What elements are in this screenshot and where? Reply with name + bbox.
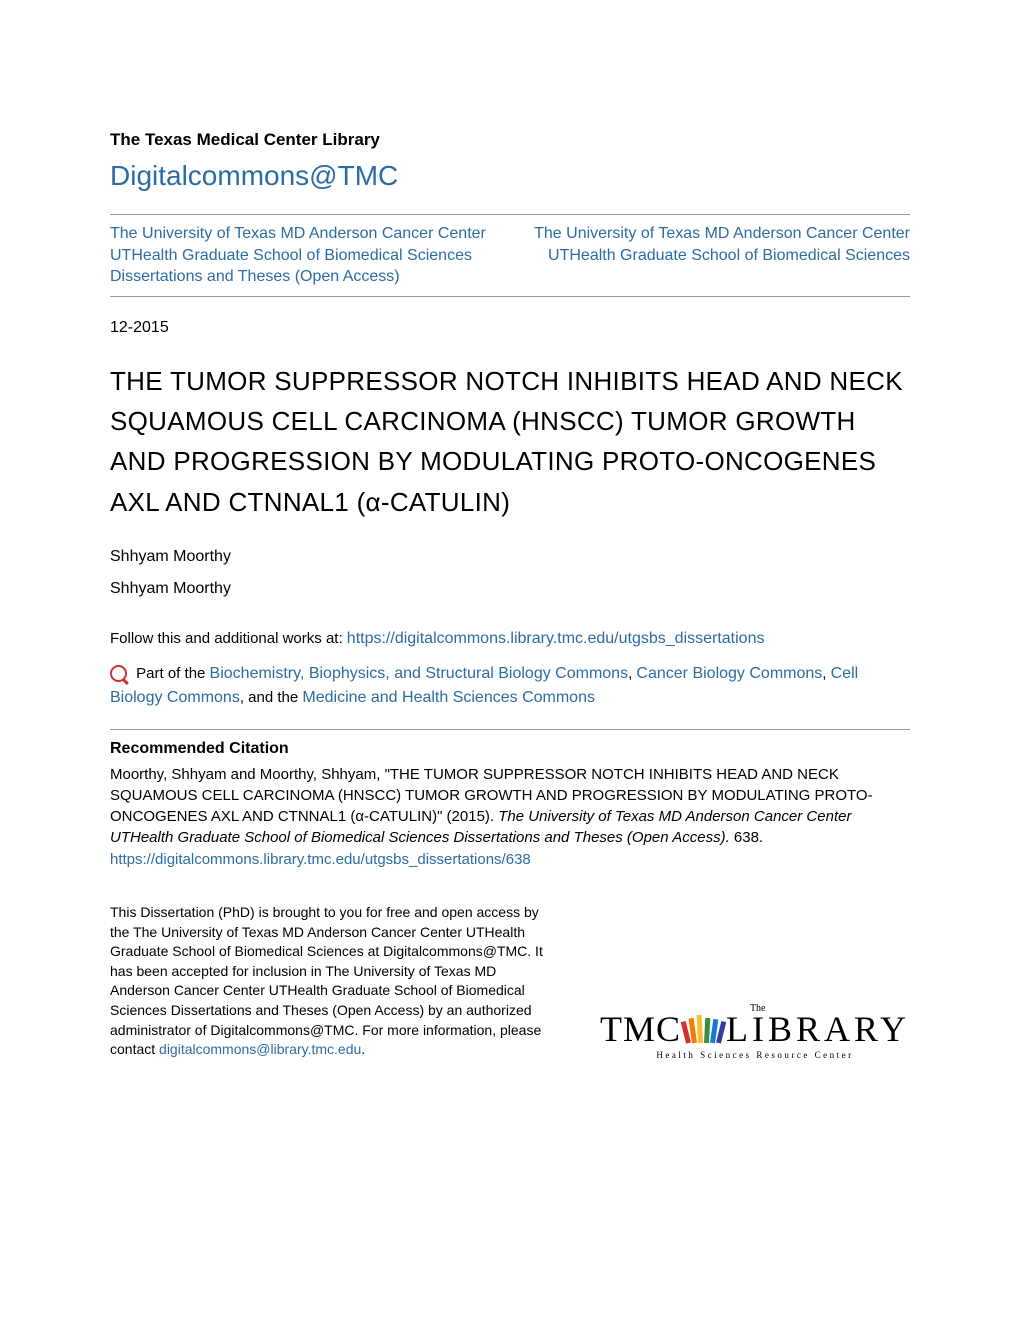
logo-tmc-text: TMC [600,1008,681,1050]
logo-books-icon [686,1015,721,1043]
follow-works: Follow this and additional works at: htt… [110,628,910,650]
commons-section: Part of the Biochemistry, Biophysics, an… [110,662,910,712]
commons-link[interactable]: Medicine and Health Sciences Commons [302,689,595,706]
commons-prefix: Part of the [132,665,210,682]
citation-url-link[interactable]: https://digitalcommons.library.tmc.edu/u… [110,851,910,868]
footer-row: This Dissertation (PhD) is brought to yo… [110,903,910,1060]
follow-prefix: Follow this and additional works at: [110,630,347,647]
logo-library-text: LIBRARY [726,1008,910,1050]
follow-url-link[interactable]: https://digitalcommons.library.tmc.edu/u… [347,630,765,647]
footer-note-part1: This Dissertation (PhD) is brought to yo… [110,904,543,1057]
logo-subtitle: Health Sciences Resource Center [656,1050,853,1060]
commons-sep: , [822,665,830,682]
citation-text: Moorthy, Shhyam and Moorthy, Shhyam, "TH… [110,764,910,848]
footer-note-part2: . [361,1041,365,1057]
author-name: Shhyam Moorthy [110,580,910,598]
commons-last-sep: , and the [240,689,303,706]
school-link[interactable]: The University of Texas MD Anderson Canc… [525,223,910,266]
publication-date: 12-2015 [110,319,910,337]
commons-link[interactable]: Cancer Biology Commons [636,665,822,682]
divider-mid [110,296,910,297]
tmc-library-logo: The TMC LIBRARY Health Sciences Resource… [600,1003,910,1060]
library-name: The Texas Medical Center Library [110,130,910,150]
divider-top [110,214,910,215]
network-icon [110,665,127,682]
header-links-row: The University of Texas MD Anderson Canc… [110,223,910,288]
author-name: Shhyam Moorthy [110,548,910,566]
citation-part2: 638. [730,829,763,846]
logo-top-row: TMC LIBRARY [600,1008,910,1050]
collection-link[interactable]: The University of Texas MD Anderson Canc… [110,223,495,288]
dissertation-title: THE TUMOR SUPPRESSOR NOTCH INHIBITS HEAD… [110,361,910,522]
site-name-link[interactable]: Digitalcommons@TMC [110,160,910,192]
commons-link[interactable]: Biochemistry, Biophysics, and Structural… [210,665,629,682]
divider-bottom [110,729,910,730]
contact-email-link[interactable]: digitalcommons@library.tmc.edu [159,1041,361,1057]
footer-note: This Dissertation (PhD) is brought to yo… [110,903,550,1060]
citation-heading: Recommended Citation [110,740,910,758]
